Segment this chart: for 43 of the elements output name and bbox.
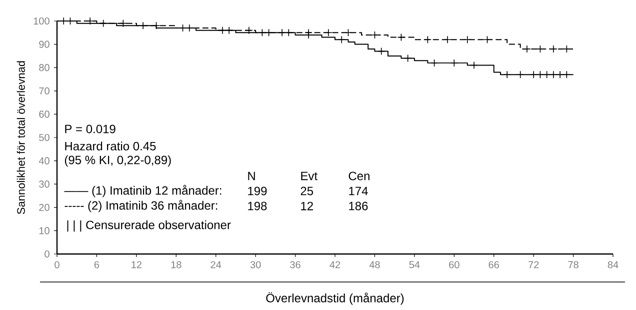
x-tick-label: 18: [171, 261, 182, 268]
y-tick-label: 40: [38, 157, 50, 164]
y-tick-label: 10: [39, 227, 50, 234]
annotation: 186: [349, 202, 368, 210]
x-tick-label: 78: [568, 261, 578, 268]
x-tick-label: 36: [290, 261, 300, 268]
annotation: (95 % KI, 0,22-0,89): [64, 155, 171, 167]
annotation: 174: [349, 186, 368, 196]
y-tick-label: 0: [44, 250, 50, 258]
y-tick-label: 60: [39, 110, 50, 118]
x-tick-label: 6: [94, 261, 100, 268]
annotation: 198: [248, 202, 267, 210]
y-tick-label: 20: [39, 204, 50, 211]
annotation: 12: [301, 202, 313, 210]
x-tick-label: 60: [449, 261, 460, 268]
x-tick-label: 66: [488, 261, 499, 268]
annotation: P = 0.019: [65, 124, 116, 134]
y-tick-label: 100: [34, 17, 50, 25]
x-tick-label: 0: [54, 261, 60, 268]
annotation: 199: [248, 186, 267, 196]
y-tick-label: 90: [39, 40, 50, 48]
annotation: 25: [300, 186, 314, 196]
x-tick-label: 12: [132, 261, 142, 268]
x-tick-label: 72: [528, 261, 539, 268]
y-axis-title: Sannolikhet för total överlevnad: [16, 61, 25, 214]
y-tick-label: 80: [39, 64, 50, 72]
x-tick-label: 24: [210, 261, 222, 268]
x-tick-label: 84: [608, 261, 618, 268]
annotation: Evt: [301, 172, 318, 180]
annotation: N: [248, 172, 255, 180]
annotation: | | | Censurerade observationer: [67, 220, 231, 232]
annotation: Cen: [348, 172, 370, 180]
y-tick-label: 30: [39, 180, 50, 188]
x-tick-label: 42: [330, 261, 340, 268]
x-axis-title: Överlevnadstid (månader): [266, 292, 404, 305]
y-tick-label: 70: [39, 87, 50, 94]
x-tick-label: 30: [250, 261, 261, 268]
y-tick-label: 50: [39, 134, 50, 142]
x-tick-label: 54: [409, 261, 420, 268]
annotation: —— (1) Imatinib 12 månader:: [64, 184, 222, 198]
annotation: ----- (2) Imatinib 36 månader:: [64, 200, 218, 212]
annotation: Hazard ratio 0.45: [65, 142, 156, 150]
x-tick-label: 48: [369, 261, 380, 268]
